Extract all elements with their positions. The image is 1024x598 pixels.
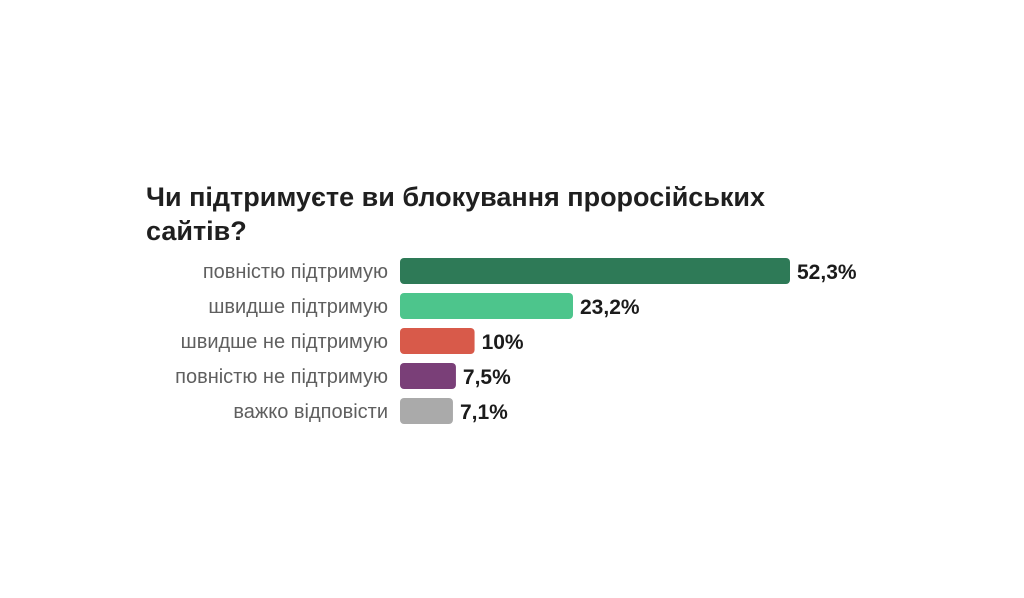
- value-label: 52,3%: [797, 261, 857, 284]
- category-label: швидше не підтримую: [181, 331, 388, 353]
- value-label: 23,2%: [580, 296, 640, 319]
- bar: [400, 258, 790, 284]
- category-label: швидше підтримую: [208, 296, 388, 318]
- category-label: повністю не підтримую: [175, 366, 388, 388]
- bar: [400, 363, 456, 389]
- bar: [400, 328, 475, 354]
- bar: [400, 293, 574, 319]
- value-label: 7,1%: [460, 401, 508, 424]
- value-label: 10%: [482, 331, 524, 354]
- category-label: повністю підтримую: [203, 261, 388, 283]
- category-label: важко відповісти: [233, 401, 388, 423]
- bar: [400, 398, 453, 424]
- chart-title: Чи підтримуєте ви блокування проросійськ…: [146, 182, 766, 246]
- value-label: 7,5%: [463, 366, 511, 389]
